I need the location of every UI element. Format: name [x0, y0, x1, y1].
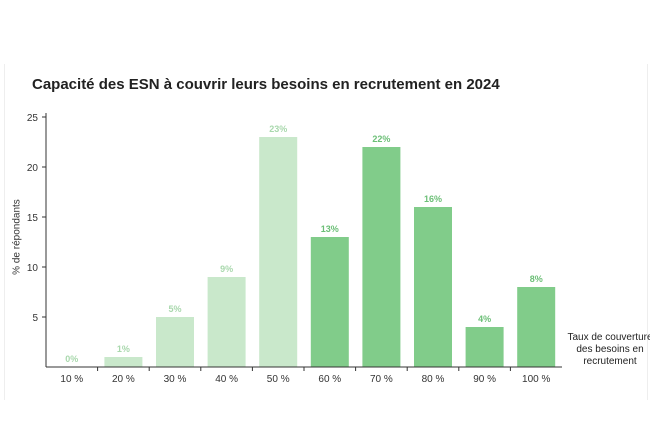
data-label-9: 4% [478, 314, 491, 324]
data-label-7: 22% [372, 134, 390, 144]
x-axis-label: Taux de couverture des besoins en recrut… [567, 332, 650, 367]
x-tick-label-5: 50 % [267, 374, 290, 385]
x-tick-label-6: 60 % [318, 374, 341, 385]
bar-7 [362, 147, 401, 367]
data-label-3: 5% [168, 304, 181, 314]
chart-title: Capacité des ESN à couvrir leurs besoins… [32, 76, 500, 93]
bar-3 [156, 317, 194, 367]
x-tick-label-10: 100 % [522, 374, 550, 385]
bar-6 [310, 237, 349, 367]
y-tick-label-15: 15 [27, 213, 39, 224]
y-tick-label-5: 5 [32, 313, 38, 324]
bars-group [104, 137, 556, 367]
bar-5 [259, 137, 298, 367]
bar-9 [465, 327, 504, 367]
y-tick-label-20: 20 [27, 163, 39, 174]
data-label-6: 13% [321, 224, 339, 234]
bar-10 [517, 287, 556, 367]
data-label-4: 9% [220, 264, 233, 274]
x-tick-label-2: 20 % [112, 374, 135, 385]
bar-2 [104, 357, 143, 367]
data-label-10: 8% [530, 274, 543, 284]
x-tick-label-9: 90 % [473, 374, 496, 385]
bar-4 [207, 277, 246, 367]
x-tick-label-8: 80 % [422, 374, 445, 385]
x-tick-label-7: 70 % [370, 374, 393, 385]
data-label-2: 1% [117, 344, 130, 354]
y-tick-label-25: 25 [27, 113, 39, 124]
x-tick-label-3: 30 % [164, 374, 187, 385]
data-label-8: 16% [424, 194, 442, 204]
data-label-1: 0% [65, 354, 78, 364]
axes-group: 10 % 20 % 30 % 40 % 50 % 60 % 70 % 80 % 90 % 100 … [27, 113, 562, 385]
x-tick-label-4: 40 % [215, 374, 238, 385]
x-tick-label-1: 10 % [60, 374, 83, 385]
data-label-5: 23% [269, 124, 287, 134]
y-tick-label-10: 10 [27, 263, 39, 274]
data-labels-group: 0% 1% 5% 9% 23% 13% 22% 16% 4% 8% [65, 124, 542, 364]
bar-8 [414, 207, 452, 367]
